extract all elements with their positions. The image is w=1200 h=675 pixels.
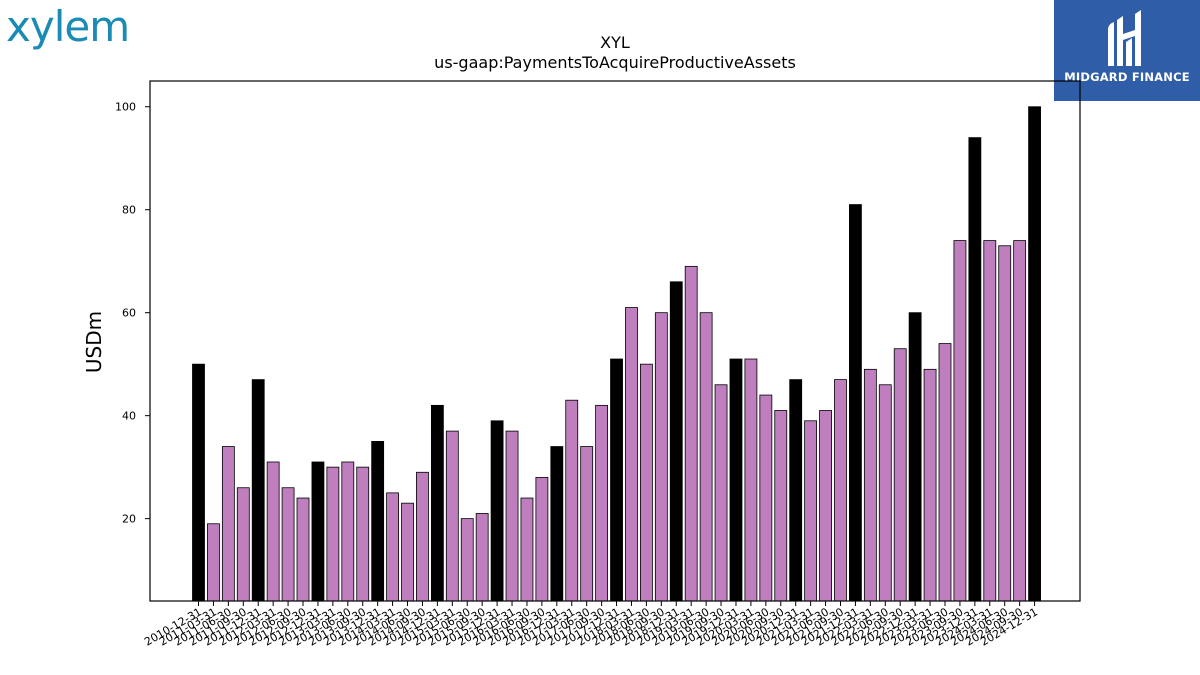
bar-2012-09-30 xyxy=(296,497,310,602)
y-tick-label: 100 xyxy=(115,101,136,114)
bar-2020-06-30 xyxy=(759,394,773,602)
bar-2015-09-30 xyxy=(475,513,489,602)
bar-2012-12-31 xyxy=(311,461,325,602)
bar-2024-09-30 xyxy=(1013,240,1027,602)
bar-2020-12-31 xyxy=(789,379,803,602)
bar-2020-09-30 xyxy=(774,410,788,602)
y-tick-label: 60 xyxy=(122,307,136,320)
bar-2017-06-30 xyxy=(580,446,594,602)
bar-2022-12-31 xyxy=(908,312,922,602)
bar-2021-06-30 xyxy=(819,410,832,602)
bar-2013-06-30 xyxy=(341,461,355,602)
bar-2011-12-31 xyxy=(251,379,265,602)
bar-2018-06-30 xyxy=(640,363,653,602)
bar-2017-12-31 xyxy=(610,358,623,602)
bar-2020-03-31 xyxy=(744,358,758,602)
bars-group xyxy=(192,106,1041,602)
bar-2023-03-31 xyxy=(923,368,937,602)
bar-2021-03-31 xyxy=(804,420,818,602)
bar-2013-12-31 xyxy=(371,440,385,602)
y-axis: 20 40 60 80 100 xyxy=(115,101,150,526)
bar-2022-03-31 xyxy=(863,368,877,602)
bar-2013-09-30 xyxy=(356,466,370,602)
bar-2012-06-30 xyxy=(281,487,295,602)
bar-2024-12-31 xyxy=(1028,106,1041,602)
bar-2015-06-30 xyxy=(460,518,474,602)
bar-2017-03-31 xyxy=(565,399,579,602)
bar-2014-12-31 xyxy=(430,404,444,602)
y-tick-label: 20 xyxy=(122,513,136,526)
y-axis-label: USDm xyxy=(82,311,106,373)
y-tick-label: 80 xyxy=(122,204,136,217)
midgard-finance-logo: MIDGARD FINANCE xyxy=(1054,0,1200,101)
bar-2023-12-31 xyxy=(968,137,982,602)
bar-2016-06-30 xyxy=(520,497,534,602)
bar-2021-12-31 xyxy=(849,204,862,602)
bar-2019-12-31 xyxy=(729,358,743,602)
xylem-logo: xylem xyxy=(6,2,130,51)
x-axis: 2010-12-312011-03-312011-06-302011-09-30… xyxy=(142,601,1040,649)
bar-2018-03-31 xyxy=(625,307,638,602)
bar-2016-09-30 xyxy=(535,477,549,602)
bar-2011-03-31 xyxy=(207,523,220,602)
bar-2010-12-31 xyxy=(192,363,205,602)
plot-frame xyxy=(149,80,1081,602)
bar-2011-06-30 xyxy=(221,446,235,602)
bar-2022-06-30 xyxy=(878,384,892,602)
bar-2016-12-31 xyxy=(550,446,564,602)
bar-2014-09-30 xyxy=(416,471,429,602)
bar-2018-12-31 xyxy=(669,281,683,602)
bar-2014-06-30 xyxy=(401,502,414,602)
bar-2016-03-31 xyxy=(505,430,519,602)
bar-2023-06-30 xyxy=(938,343,952,602)
bar-2012-03-31 xyxy=(266,461,280,602)
bar-2019-06-30 xyxy=(699,312,713,602)
bar-2019-09-30 xyxy=(714,384,728,602)
bar-2023-09-30 xyxy=(953,240,967,602)
bar-2014-03-31 xyxy=(386,492,399,602)
chart-title: XYL xyxy=(600,33,630,52)
chart-subtitle: us-gaap:PaymentsToAcquireProductiveAsset… xyxy=(434,53,796,72)
bar-2022-09-30 xyxy=(893,348,907,602)
y-tick-label: 40 xyxy=(122,410,136,423)
bar-2019-03-31 xyxy=(684,265,698,602)
bar-2021-09-30 xyxy=(834,379,847,602)
bar-2015-03-31 xyxy=(445,430,459,602)
bar-2015-12-31 xyxy=(490,420,504,602)
midgard-mark-icon xyxy=(1108,10,1141,66)
bar-2018-09-30 xyxy=(654,312,668,602)
bar-2011-09-30 xyxy=(236,487,250,602)
bar-2013-03-31 xyxy=(326,466,340,602)
midgard-finance-label: MIDGARD FINANCE xyxy=(1064,70,1190,84)
bar-2024-06-30 xyxy=(998,245,1012,602)
bar-2024-03-31 xyxy=(983,240,997,602)
bar-2017-09-30 xyxy=(595,404,609,602)
